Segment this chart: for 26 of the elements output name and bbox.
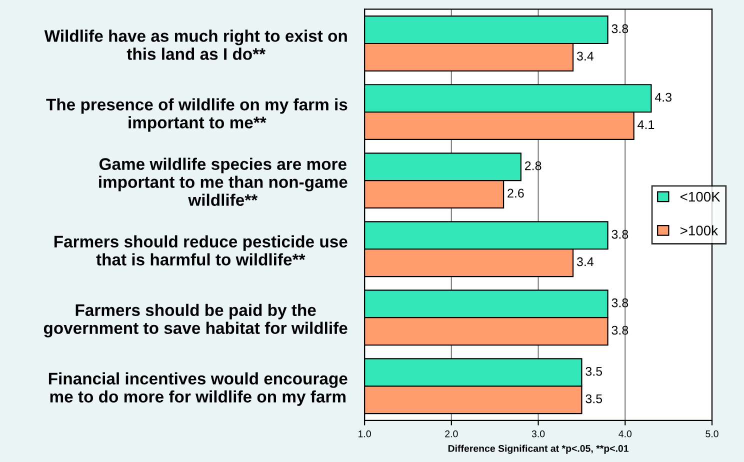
- y-tick-label: Wildlife have as much right to exist on this land as I do**: [44, 30, 347, 60]
- x-tick-label: 4.0: [618, 430, 632, 438]
- data-label: 3.8: [612, 24, 628, 34]
- legend-label: <100K: [680, 192, 720, 202]
- data-label: 2.8: [525, 161, 542, 170]
- y-tick-label: Financial incentives would encourage me to do more for wildlife on my farm: [48, 372, 348, 406]
- x-tick-label: 3.0: [532, 430, 545, 438]
- y-tick-label: The presence of wildlife on my farm is important to me**: [46, 98, 348, 132]
- y-tick-label: Farmers should reduce pesticide use that is harmful to wildlife**: [54, 235, 348, 266]
- data-label: 3.5: [586, 394, 602, 404]
- x-axis-title: Difference Significant at *p<.05, **p<.01: [448, 444, 629, 454]
- data-label: 3.8: [612, 230, 628, 239]
- x-tick-label: 2.0: [445, 430, 458, 438]
- data-label: 4.3: [654, 92, 672, 102]
- data-label: 2.6: [508, 188, 524, 198]
- data-label: 3.5: [586, 366, 602, 376]
- data-label: 3.8: [612, 326, 628, 335]
- data-label: 3.4: [576, 52, 594, 61]
- y-tick-label: Farmers should be paid by the government to save habitat for wildlife: [44, 304, 348, 338]
- x-tick-label: 1.0: [358, 430, 371, 438]
- y-tick-label: Game wildlife species are more important to me than non-game wildlife**: [99, 158, 348, 206]
- data-label: 4.1: [638, 120, 654, 129]
- data-label: 3.4: [576, 257, 594, 266]
- data-label: 3.8: [612, 298, 628, 308]
- legend-label: >100k: [680, 225, 718, 236]
- x-tick-label: 5.0: [706, 430, 718, 438]
